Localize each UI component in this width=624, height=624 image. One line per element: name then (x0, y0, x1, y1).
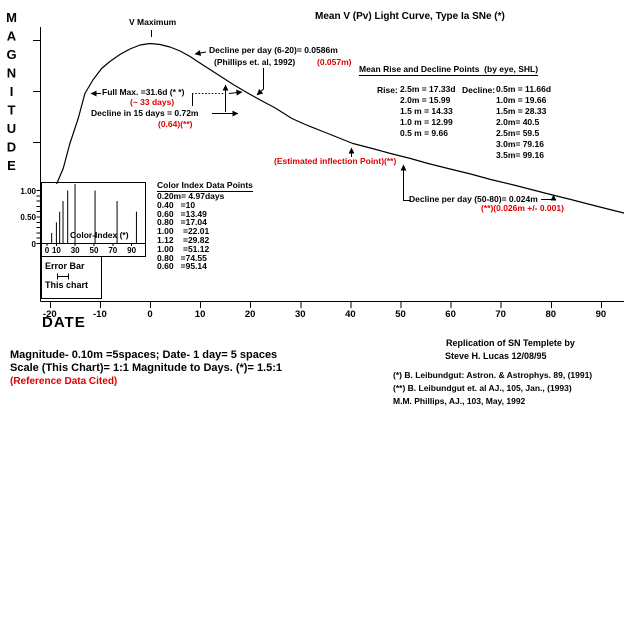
list-item: 1.00 =51.12 (157, 243, 210, 254)
error-bar-label: Error Bar (45, 261, 85, 271)
list-item: M.M. Phillips, AJ., 103, May, 1992 (393, 396, 526, 406)
x-tick-label: 80 (545, 309, 557, 320)
inset-y-tick-label: 0.50 (20, 213, 36, 222)
inset-x-tick-label: 0 (44, 245, 50, 255)
x-tick-label: 90 (595, 309, 607, 320)
inset-y-tick-label: 0 (31, 239, 36, 249)
decline-50-80-bracket (400, 164, 410, 201)
list-item: 1.0 m = 12.99 (400, 117, 453, 127)
list-item: 0.40 =10 (157, 199, 196, 210)
decline-rows: 0.5m = 11.66d 1.0m = 19.66 1.5m = 28.33 2.0… (496, 84, 551, 161)
list-item: (**) B. Leibundgut et. al AJ., 105, Jan.… (393, 383, 572, 393)
annotation-full-max-alt: (~ 33 days) (130, 97, 175, 107)
annotation-full-max: Full Max. =31.6d (* *) (102, 87, 185, 97)
rise-rows: 2.5m = 17.33d 2.0m = 15.99 1.5 m = 14.33 1.… (400, 84, 456, 139)
inset-y-axis-mini-ticks (36, 190, 41, 244)
list-item: 0.60 =95.14 (157, 261, 207, 272)
inset-x-ticks (46, 243, 133, 246)
decline-column-label: Decline: (462, 85, 496, 95)
inset-x-tick-label: 10 (51, 245, 61, 255)
list-item: 1.0m = 19.66 (496, 95, 547, 105)
error-bar-box (41, 256, 102, 299)
x-axis-ticks (49, 301, 602, 308)
credit-line-1: Replication of SN Templete by (446, 338, 575, 348)
annotation-decline-50-80: Decline per day (50-80)= 0.024m (409, 194, 538, 204)
annotation-decline-15: Decline in 15 days = 0.72m (91, 108, 199, 118)
footer-note-reference: (Reference Data Cited) (10, 376, 118, 387)
annotation-phillips: (Phillips et. al, 1992) (214, 57, 296, 67)
list-item: 2.5m= 59.5 (496, 128, 540, 138)
right-arrow-to-curve (228, 89, 243, 96)
x-tick-label: 60 (445, 309, 456, 320)
inset-x-tick-label: 70 (108, 245, 118, 255)
list-item: 3.5m= 99.16 (496, 150, 544, 160)
reference-citations: (*) B. Leibundgut: Astron. & Astrophys. … (393, 369, 592, 408)
x-tick-label: 70 (495, 309, 506, 320)
y-axis-label: MAGNITUDE (4, 10, 19, 177)
list-item: 0.5 m = 9.66 (400, 128, 448, 138)
color-index-list-title: Color Index Data Points (157, 180, 253, 192)
annotation-decline-6-20: Decline per day (6-20)= 0.0586m (209, 45, 338, 55)
this-chart-label: This chart (45, 280, 89, 290)
list-item: (*) B. Leibundgut: Astron. & Astrophys. … (393, 370, 593, 380)
list-item: 2.0m= 40.5 (496, 117, 540, 127)
list-item: 0.60 =13.49 (157, 208, 207, 219)
color-index-rows: 0.20m= 4.97days 0.40 =10 0.60 =13.49 0.80 =… (157, 192, 224, 271)
footer-note-scale-1: Magnitude- 0.10m =5spaces; Date- 1 day= … (10, 349, 278, 361)
list-item: 0.80 =17.04 (157, 217, 207, 228)
list-item: 0.80 =74.55 (157, 252, 207, 263)
rise-column-label: Rise: (377, 85, 398, 95)
inset-y-tick-label: 1.00 (20, 186, 36, 196)
annotation-decline-50-80-alt: (**)(0.026m +/- 0.001) (481, 203, 564, 213)
chart-title: Mean V (Pv) Light Curve, Type Ia SNe (*) (315, 11, 505, 22)
decline-6-20-arrow (194, 50, 207, 56)
list-item: 1.12 =29.82 (157, 234, 210, 245)
list-item: 0.20m= 4.97days (157, 191, 225, 201)
x-axis-label: DATE (42, 314, 86, 331)
x-tick-label: 20 (244, 309, 256, 320)
x-tick-label: 40 (345, 309, 356, 320)
x-tick-label: -10 (93, 309, 107, 320)
x-tick-label: -20 (42, 309, 57, 320)
x-tick-label: 10 (194, 309, 206, 320)
list-item: 0.5m = 11.66d (496, 84, 552, 94)
list-item: 3.0m= 79.16 (496, 139, 544, 149)
phillips-hook-arrow (256, 68, 264, 96)
annotation-v-maximum: V Maximum (129, 17, 177, 27)
list-item: 1.00 =22.01 (157, 226, 210, 237)
list-item: 2.0m = 15.99 (400, 95, 451, 105)
decline-50-80-right-arrow (541, 194, 557, 201)
light-curve-line (56, 42, 624, 214)
list-item: 1.5 m = 14.33 (400, 106, 453, 116)
x-tick-label: 50 (395, 309, 406, 320)
color-index-bars (51, 184, 137, 244)
annotation-arrows (90, 50, 557, 201)
footer-note-scale-2: Scale (This Chart)= 1:1 Magnitude to Day… (10, 362, 283, 374)
rise-decline-table-title: Mean Rise and Decline Points (by eye, SH… (359, 64, 539, 76)
axes (33, 27, 624, 302)
annotation-inflection: (Estimated inflection Point)(**) (274, 156, 397, 166)
inset-x-tick-label: 90 (127, 245, 137, 255)
annotation-phillips-alt: (0.057m) (317, 57, 352, 67)
list-item: 1.5m = 28.33 (496, 106, 547, 116)
credit-line-2: Steve H. Lucas 12/08/95 (445, 351, 547, 361)
x-tick-label: 30 (295, 309, 306, 320)
inset-x-tick-label: 50 (89, 245, 99, 255)
list-item: 2.5m = 17.33d (400, 84, 456, 94)
annotation-decline-15-alt: (0.64)(**) (158, 119, 193, 129)
inset-chart-label: Color-Index (*) (70, 230, 129, 240)
inset-x-tick-label: 30 (70, 245, 80, 255)
x-tick-label: 0 (147, 309, 153, 320)
